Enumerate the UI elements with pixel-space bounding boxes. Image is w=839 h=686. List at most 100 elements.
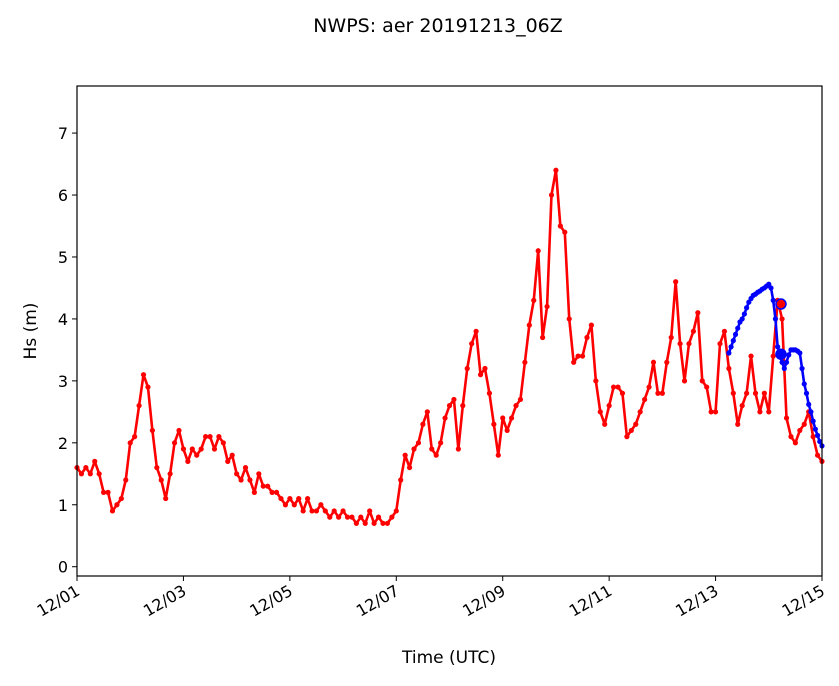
data-point-red-102: [526, 322, 532, 328]
data-point-red-18: [154, 464, 160, 471]
data-point-red-34: [225, 458, 231, 464]
data-point-red-167: [814, 452, 821, 458]
data-point-red-61: [344, 514, 351, 520]
blue-highlight-marker: [775, 348, 787, 360]
data-point-red-59: [336, 514, 342, 520]
data-point-red-70: [384, 520, 391, 526]
data-point-red-68: [375, 514, 382, 520]
data-point-red-24: [180, 446, 187, 452]
data-point-red-139: [690, 328, 696, 334]
data-point-red-25: [185, 458, 191, 464]
data-point-red-133: [664, 359, 670, 365]
y-tick-label: 3: [58, 372, 68, 391]
data-point-red-62: [349, 514, 355, 520]
data-point-red-75: [406, 464, 413, 471]
x-tick-label: 12/13: [672, 581, 721, 621]
x-tick-label: 12/07: [353, 581, 402, 621]
data-point-red-73: [398, 477, 404, 483]
data-point-red-28: [198, 446, 204, 452]
data-point-red-115: [584, 334, 590, 341]
data-point-red-49: [291, 502, 297, 508]
data-point-red-80: [429, 446, 435, 452]
data-point-red-30: [207, 434, 213, 440]
data-point-blue-27: [786, 352, 792, 358]
data-point-red-45: [273, 489, 280, 495]
data-point-red-60: [340, 508, 346, 514]
data-point-red-131: [655, 390, 661, 396]
data-point-blue-32: [797, 350, 803, 356]
data-point-red-164: [801, 421, 807, 427]
data-point-red-144: [712, 409, 719, 415]
x-tick-label: 12/09: [459, 581, 508, 621]
data-point-red-147: [726, 365, 732, 372]
data-point-red-58: [331, 508, 337, 514]
data-point-red-143: [708, 409, 714, 415]
data-point-red-77: [415, 440, 422, 446]
series-line-blue: [727, 282, 824, 447]
data-point-red-76: [411, 446, 417, 452]
data-point-red-113: [575, 353, 581, 359]
data-point-red-2: [83, 464, 89, 471]
data-point-red-152: [748, 353, 754, 359]
data-point-blue-39: [812, 426, 818, 432]
data-point-red-95: [495, 452, 501, 458]
axes: 0 1 2 3 4 5 6 7 12/01 12/03 12/05 12/07 12/09 12/11 12…: [34, 85, 828, 621]
data-point-red-140: [695, 310, 701, 316]
data-point-red-154: [757, 409, 763, 415]
data-point-red-161: [788, 434, 794, 440]
data-point-red-103: [531, 297, 537, 303]
data-point-red-117: [593, 378, 599, 384]
data-point-red-145: [717, 341, 723, 347]
data-point-red-94: [491, 421, 497, 427]
data-point-red-157: [770, 353, 776, 359]
x-axis-label: Time (UTC): [401, 648, 496, 668]
data-point-red-159: [779, 316, 785, 322]
data-point-blue-0: [726, 350, 732, 356]
plot-frame: [76, 85, 823, 577]
data-point-red-88: [464, 365, 470, 372]
x-tick-label: 12/01: [34, 581, 83, 621]
data-point-red-155: [761, 390, 767, 396]
y-tick-label: 0: [58, 558, 68, 577]
data-point-red-16: [145, 384, 151, 390]
data-point-red-3: [87, 471, 93, 477]
data-point-blue-24: [779, 359, 785, 365]
data-point-red-20: [163, 495, 169, 502]
data-point-red-64: [358, 514, 364, 520]
data-point-red-141: [699, 378, 705, 384]
data-point-red-163: [797, 427, 803, 434]
data-point-red-44: [269, 489, 275, 495]
data-point-red-13: [132, 434, 138, 440]
data-point-red-55: [318, 502, 324, 508]
data-point-red-41: [256, 471, 262, 477]
data-point-red-107: [548, 192, 555, 198]
y-tick-label: 5: [58, 248, 68, 267]
data-point-red-109: [557, 223, 563, 229]
data-point-red-98: [508, 415, 515, 421]
data-point-blue-21: [772, 316, 779, 322]
data-point-red-9: [114, 502, 120, 508]
data-point-red-48: [287, 495, 293, 502]
data-point-blue-25: [781, 365, 787, 372]
data-point-red-47: [282, 502, 289, 508]
data-point-red-6: [101, 489, 107, 495]
data-point-red-67: [371, 520, 377, 526]
data-point-red-138: [686, 341, 692, 347]
data-point-red-132: [659, 390, 665, 396]
data-point-red-142: [704, 384, 710, 390]
y-tick-label: 2: [58, 434, 68, 453]
data-point-red-65: [362, 520, 368, 526]
data-point-red-35: [229, 452, 235, 458]
data-point-red-104: [535, 248, 541, 254]
data-point-red-29: [203, 434, 209, 440]
data-point-red-17: [149, 427, 155, 434]
x-tick-label: 12/05: [246, 581, 295, 621]
data-point-red-37: [238, 477, 244, 483]
data-point-red-118: [597, 409, 603, 415]
data-point-red-129: [646, 384, 652, 390]
chart-title: NWPS: aer 20191213_06Z: [313, 15, 563, 37]
data-point-red-93: [486, 390, 493, 396]
data-point-blue-22: [775, 344, 781, 350]
data-point-red-33: [220, 440, 226, 446]
data-point-red-162: [792, 440, 798, 446]
